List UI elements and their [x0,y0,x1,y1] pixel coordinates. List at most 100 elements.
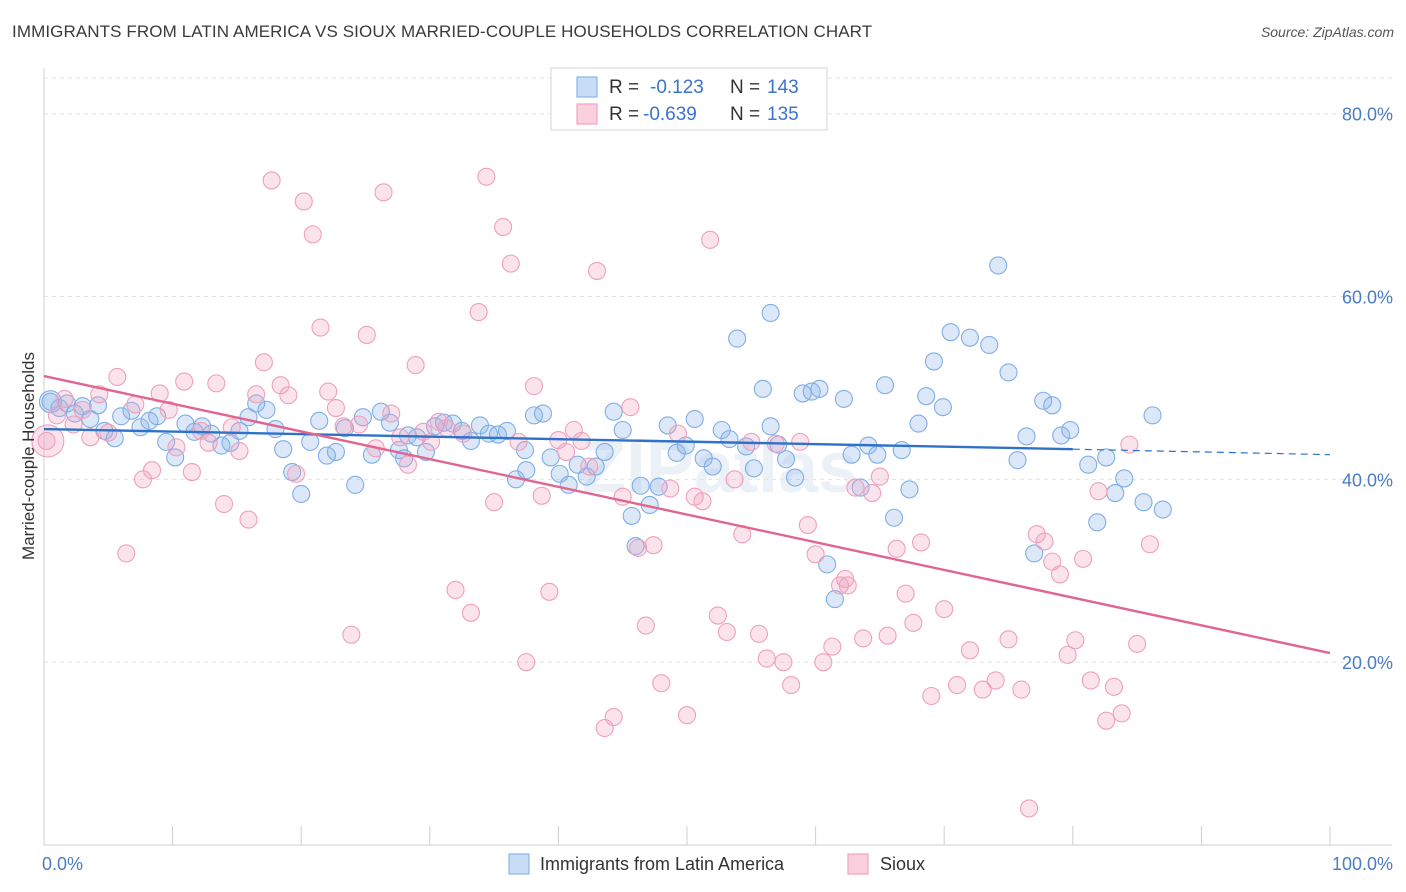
sioux-point-83 [708,606,727,625]
latin-america-point-121 [1134,493,1153,512]
sioux-point-122 [1058,645,1077,664]
latin-america-point-24 [247,394,266,413]
latin-america-point-102 [924,352,943,371]
sioux-point-121 [1050,565,1069,584]
sioux-point-115 [999,630,1018,649]
x-tick-label-min: 0.0% [42,854,83,874]
sioux-point-39 [357,325,376,344]
sioux-point-77 [661,479,680,498]
sioux-point-117 [1020,799,1039,818]
legend-r-value-1: -0.123 [650,77,704,98]
legend-n-value-2: 135 [767,104,799,125]
latin-america-point-27 [274,440,293,459]
sioux-point-107 [904,613,923,632]
latin-america-point-114 [1052,426,1071,445]
latin-america-point-124 [761,303,780,323]
latin-america-point-92 [842,445,861,464]
sioux-point-50 [446,580,465,600]
sioux-point-51 [454,424,473,443]
latin-america-point-120 [1115,469,1134,488]
latin-america-point-115 [1061,420,1080,440]
chart-title: IMMIGRANTS FROM LATIN AMERICA VS SIOUX M… [12,22,873,41]
latin-america-point-90 [825,590,844,609]
sioux-point-36 [334,417,353,436]
sioux-point-106 [896,584,915,603]
sioux-point-16 [175,372,194,391]
latin-america-point-96 [875,376,895,395]
sioux-point-73 [629,538,648,557]
sioux-point-112 [960,641,979,660]
latin-america-point-99 [900,480,919,499]
sioux-point-74 [636,616,655,635]
latin-america-point-97 [884,508,904,527]
latin-america-point-82 [761,417,780,436]
sioux-point-31 [294,192,313,211]
sioux-point-88 [749,624,769,643]
sioux-point-41 [374,183,393,202]
sioux-point-5 [81,428,100,447]
latin-america-point-122 [1143,406,1162,425]
latin-america-point-66 [622,506,641,525]
sioux-point-128 [1104,677,1124,696]
latin-america-point-71 [667,443,686,462]
sioux-point-102 [863,484,882,503]
legend-r-label-2: R = [609,104,639,125]
sioux-point-64 [557,442,576,461]
sioux-point-56 [494,218,513,237]
sioux-point-123 [1066,631,1085,650]
series-legend-label-latin-america: Immigrants from Latin America [540,854,785,874]
sioux-point-72 [621,398,640,417]
sioux-point-97 [823,637,842,656]
sioux-point-118 [1027,525,1046,544]
latin-america-point-9 [112,407,131,426]
latin-america-trend-line [43,427,1073,451]
sioux-point-119 [1035,532,1054,551]
latin-america-point-35 [346,475,365,494]
y-tick-labels: 20.0% 40.0% 60.0% 80.0% [1342,105,1393,673]
sioux-point-116 [1012,680,1031,699]
sioux-point-82 [701,230,720,249]
x-ticks [43,826,1331,845]
sioux-point-103 [870,467,889,486]
sioux-point-57 [501,254,520,273]
sioux-point-44 [398,455,417,474]
y-tick-label-40: 40.0% [1342,470,1393,490]
sioux-point-124 [1074,549,1093,568]
latin-america-point-30 [301,432,320,451]
latin-america-point-111 [1025,544,1044,563]
sioux-point-0 [37,431,56,451]
y-tick-label-20: 20.0% [1342,653,1393,673]
latin-america-point-76 [712,420,731,440]
sioux-point-37 [342,625,361,644]
sioux-point-109 [922,686,941,706]
latin-america-point-125 [626,537,645,556]
sioux-point-21 [214,494,234,514]
x-tick-label-max: 100.0% [1332,854,1393,874]
chart-source: Source: ZipAtlas.com [1260,24,1394,40]
latin-america-point-84 [776,450,796,469]
latin-america-point-118 [1097,448,1116,467]
sioux-point-59 [517,653,536,672]
latin-america-point-33 [326,442,345,461]
sioux-point-19 [199,433,218,452]
legend-swatch-pink [576,103,598,125]
y-tick-label-80: 80.0% [1342,105,1393,125]
latin-america-point-98 [892,441,911,460]
legend-n-label-1: N = [730,77,760,98]
sioux-point-27 [262,171,281,190]
sioux-point-78 [668,424,688,443]
sioux-point-61 [532,486,551,505]
latin-america-point-105 [960,328,979,347]
sioux-point-125 [1081,671,1100,690]
sioux-point-75 [644,536,663,555]
latin-america-point-117 [1088,513,1107,532]
latin-america-point-123 [1153,500,1172,519]
latin-america-point-13 [148,407,167,426]
sioux-point-45 [406,356,425,375]
sioux-point-28 [271,376,290,395]
sioux-point-68 [587,261,607,280]
sioux-point-33 [311,318,330,337]
sioux-point-23 [230,441,249,461]
sioux-point-42 [382,404,401,423]
